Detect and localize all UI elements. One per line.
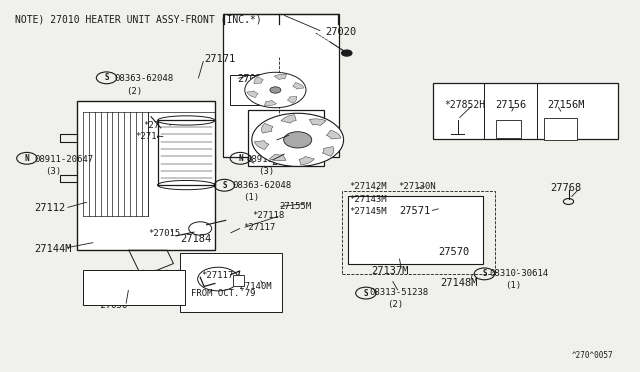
Bar [544,118,577,140]
Bar [342,191,495,274]
Text: 08310-30614: 08310-30614 [490,269,548,278]
Text: *27117: *27117 [201,271,233,280]
Text: N: N [24,154,29,163]
Bar [157,121,215,185]
Circle shape [342,50,352,56]
Text: 27156M: 27156M [547,100,584,110]
Text: FROM OCT.'79: FROM OCT.'79 [191,289,256,298]
Text: 27148M: 27148M [440,278,477,288]
Bar [348,196,483,263]
Text: (1): (1) [505,281,521,290]
Text: 27112: 27112 [35,203,66,213]
Text: NOTE) 27010 HEATER UNIT ASSY-FRONT (INC.*): NOTE) 27010 HEATER UNIT ASSY-FRONT (INC.… [15,14,262,24]
Bar [234,275,244,286]
Bar [180,253,282,311]
Text: (2): (2) [125,87,142,96]
Wedge shape [254,141,269,150]
Text: 27570: 27570 [438,247,470,257]
Text: 27740: 27740 [271,157,303,167]
Text: 27171: 27171 [204,54,236,64]
Text: 08363-62048: 08363-62048 [115,74,174,83]
Circle shape [245,72,306,108]
Text: 27070: 27070 [275,137,307,147]
Text: 08911-20647: 08911-20647 [246,155,306,164]
Text: 27020: 27020 [325,27,356,37]
Text: (2): (2) [388,300,404,309]
Wedge shape [299,157,314,165]
Text: S: S [364,289,368,298]
Wedge shape [254,77,264,84]
Text: S: S [222,181,227,190]
Text: *27140M: *27140M [235,282,272,291]
Bar [433,83,618,139]
Wedge shape [323,147,334,156]
Wedge shape [269,154,286,161]
Text: 27155M: 27155M [279,202,312,211]
Text: *27141M: *27141M [135,132,173,141]
Bar [223,14,339,157]
Circle shape [252,113,344,166]
Text: *27117: *27117 [244,223,276,232]
Text: 27184: 27184 [180,234,211,244]
Text: *27056: *27056 [96,301,128,311]
Text: S: S [104,73,109,82]
Text: *27143M: *27143M [349,195,387,204]
Circle shape [284,132,312,148]
Text: (3): (3) [258,167,275,176]
Text: 27077: 27077 [237,74,268,84]
Text: *27145M: *27145M [349,207,387,217]
Bar [496,120,522,138]
Wedge shape [287,96,297,103]
Text: S: S [482,269,486,278]
Text: (3): (3) [45,167,61,176]
Text: (1): (1) [244,193,260,202]
Wedge shape [281,115,296,123]
Text: 27156: 27156 [495,100,527,110]
Wedge shape [309,119,326,126]
Text: 08363-62048: 08363-62048 [232,182,291,190]
Bar [77,101,216,250]
Text: 27571: 27571 [399,206,430,216]
Text: *27015: *27015 [148,230,180,238]
Text: N: N [238,154,243,163]
Wedge shape [292,83,304,89]
Bar [230,75,282,105]
Wedge shape [264,100,276,106]
Bar [83,270,185,305]
Text: 08313-51238: 08313-51238 [370,288,429,297]
Text: 27144M: 27144M [35,244,72,254]
Text: *27142M: *27142M [349,182,387,191]
Wedge shape [247,91,258,97]
Bar [248,110,324,166]
Circle shape [270,87,281,93]
Wedge shape [326,130,341,139]
Text: *27115: *27115 [143,121,175,129]
Text: 27137M: 27137M [371,266,408,276]
Text: *27130N: *27130N [397,182,435,191]
Wedge shape [274,74,287,80]
Wedge shape [262,124,273,133]
Text: 27768: 27768 [550,183,582,193]
Text: 08911-20647: 08911-20647 [35,155,93,164]
Text: ^270^0057: ^270^0057 [572,350,613,359]
Text: *27118: *27118 [252,211,285,220]
Text: *27852H: *27852H [444,100,485,110]
